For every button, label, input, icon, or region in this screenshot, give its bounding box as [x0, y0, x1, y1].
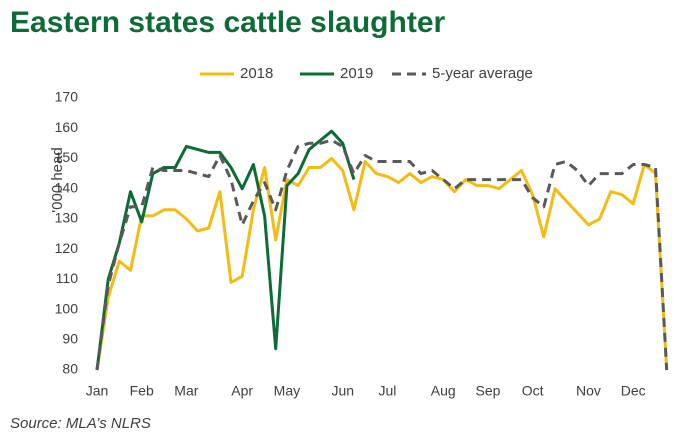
y-tick-label: 140 [55, 179, 79, 195]
legend-label: 2018 [240, 65, 273, 82]
y-tick-label: 90 [62, 330, 78, 346]
x-tick-label: Jun [331, 383, 354, 399]
x-tick-label: Aug [431, 383, 456, 399]
x-tick-label: Oct [522, 383, 544, 399]
y-tick-label: 160 [55, 119, 79, 135]
y-tick-label: 120 [55, 240, 79, 256]
y-tick-label: 80 [62, 361, 78, 377]
y-axis-label: '000 head [49, 147, 66, 212]
y-tick-label: 150 [55, 149, 79, 165]
legend-label: 5-year average [432, 65, 533, 82]
x-tick-label: May [274, 383, 300, 399]
x-tick-label: Dec [621, 383, 646, 399]
chart-title: Eastern states cattle slaughter [10, 6, 446, 39]
x-tick-label: Mar [174, 383, 198, 399]
y-tick-label: 100 [55, 300, 79, 316]
source-note: Source: MLA’s NLRS [10, 415, 151, 432]
y-tick-label: 130 [55, 210, 79, 226]
legend-label: 2019 [340, 65, 373, 82]
series-line [95, 129, 356, 371]
x-tick-label: Apr [231, 383, 253, 399]
y-tick-label: 110 [56, 270, 79, 286]
y-tick-label: 170 [55, 89, 79, 105]
x-tick-label: Jan [86, 383, 109, 399]
series-line [95, 156, 669, 371]
x-tick-label: Feb [130, 383, 154, 399]
x-tick-label: Nov [576, 383, 601, 399]
series-line [95, 138, 669, 371]
x-tick-label: Sep [475, 383, 500, 399]
x-tick-label: Jul [378, 383, 396, 399]
